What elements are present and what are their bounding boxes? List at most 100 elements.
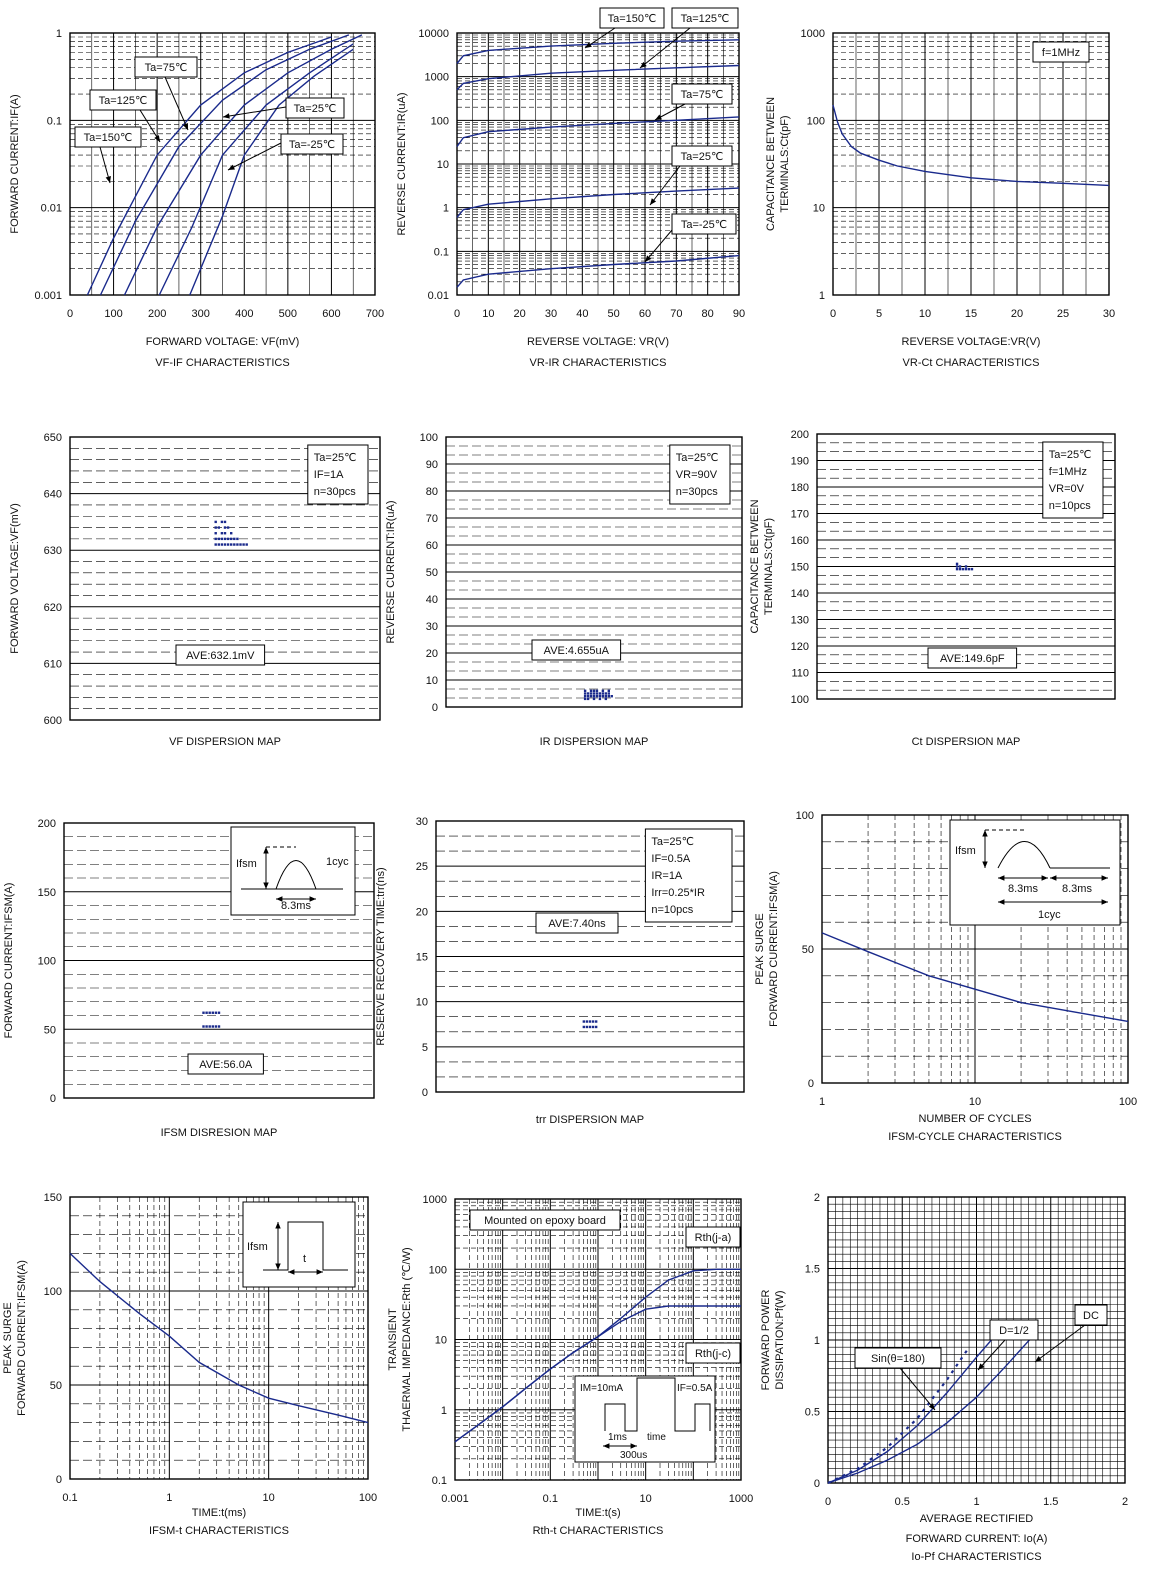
y-tick-label: 150 xyxy=(44,1192,62,1204)
x-tick-label: 100 xyxy=(104,308,122,320)
data-point xyxy=(604,695,608,698)
chart-vr-ir: 0.01 0.1 1 10 100 1000 10000 0 10 20 30 40 50 60 70 80 9… xyxy=(396,7,745,369)
data-point xyxy=(223,532,227,535)
chart-ifsm-disp: 0 50 100 150 200 FORWARD CURRENT:IFSM(A) IFSM … xyxy=(3,818,375,1139)
data-point xyxy=(964,565,968,568)
y-tick-label: 100 xyxy=(431,115,449,127)
y-axis-label: FORWARD CURRENT:IFSM(A) xyxy=(16,1260,28,1416)
data-point xyxy=(223,537,227,541)
x-tick-label: 200 xyxy=(148,308,166,320)
legend-line: Ta=25℃ xyxy=(314,452,357,464)
data-point xyxy=(958,567,962,571)
x-tick-label: 60 xyxy=(639,308,651,320)
x-tick-label: 30 xyxy=(1103,308,1115,320)
legend-line: Ta=25℃ xyxy=(676,452,719,464)
y-tick-label: 20 xyxy=(416,906,428,918)
x-tick-label: 600 xyxy=(322,308,340,320)
x-tick-label: 700 xyxy=(366,308,384,320)
y-tick-label: 1000 xyxy=(801,28,825,40)
x-tick-label: 80 xyxy=(702,308,714,320)
data-point xyxy=(588,1020,592,1023)
y-axis-label: FORWARD VOLTAGE:VF(mV) xyxy=(9,503,21,654)
data-point xyxy=(604,692,608,695)
y-axis-label: PEAK SURGE xyxy=(754,913,766,985)
legend-box xyxy=(1042,441,1104,519)
x-axis-label: REVERSE VOLTAGE: VR(V) xyxy=(527,336,669,348)
annot: Ta=125℃ xyxy=(99,95,148,107)
y-tick-label: 160 xyxy=(791,535,809,547)
y-tick-label: 190 xyxy=(791,456,809,468)
data-point xyxy=(589,695,593,698)
chart-title: VF-IF CHARACTERISTICS xyxy=(155,357,289,369)
annot: Rth(j-a) xyxy=(695,1232,732,1244)
chart-title: IFSM-CYCLE CHARACTERISTICS xyxy=(888,1131,1062,1143)
annot: Ta=150℃ xyxy=(84,132,133,144)
legend-line: f=1MHz xyxy=(1049,466,1087,478)
data-point xyxy=(594,1020,598,1023)
chart-ir-disp: 0 10 20 30 40 50 60 70 80 90 100 REVERSE CURRENT:IR… xyxy=(385,432,743,748)
x-tick-label: 50 xyxy=(608,308,620,320)
y-tick-label: 1000 xyxy=(425,72,449,84)
legend-line: n=30pcs xyxy=(676,486,718,498)
series-line xyxy=(827,1332,1037,1484)
x-tick-label: 100 xyxy=(1119,1096,1137,1108)
y-tick-label: 100 xyxy=(807,115,825,127)
annot-box xyxy=(469,1209,621,1231)
x-tick-label: 1 xyxy=(166,1492,172,1504)
annot: DC xyxy=(1083,1310,1099,1322)
legend-line: IF=0.5A xyxy=(651,853,690,865)
data-point xyxy=(595,692,599,695)
waveform-label: 8.3ms xyxy=(1008,883,1038,895)
annot: Ta=-25℃ xyxy=(681,219,727,231)
ave-label-box xyxy=(927,647,1018,669)
y-axis-label: TERMINALS:Ct(pF) xyxy=(763,518,775,615)
annot: f=1MHz xyxy=(1042,47,1080,59)
data-point xyxy=(226,543,230,546)
y-tick-label: 10 xyxy=(435,1335,447,1347)
data-point xyxy=(601,692,605,695)
data-point xyxy=(955,565,959,568)
data-point xyxy=(233,537,236,541)
data-point xyxy=(239,543,242,546)
annot: Ta=150℃ xyxy=(608,13,657,25)
x-tick-label: 100 xyxy=(359,1492,377,1504)
waveform-label: 1cyc xyxy=(1038,909,1061,921)
legend-line: Ta=25℃ xyxy=(1049,449,1092,461)
series-line xyxy=(69,1252,369,1424)
chart-title: VR-IR CHARACTERISTICS xyxy=(530,357,667,369)
y-axis-label: DISSIPATION:Pf(W) xyxy=(774,1290,786,1389)
ave-label: AVE:632.1mV xyxy=(186,650,255,662)
data-point xyxy=(598,692,602,695)
data-point xyxy=(214,1011,218,1014)
legend-box xyxy=(644,828,733,923)
y-tick-label: 110 xyxy=(791,668,809,680)
waveform-label: t xyxy=(303,1253,306,1265)
data-point xyxy=(205,1011,208,1014)
y-tick-label: 25 xyxy=(416,861,428,873)
series-line xyxy=(827,1339,992,1484)
y-tick-label: 0.01 xyxy=(428,290,449,302)
waveform-label: 8.3ms xyxy=(281,900,311,912)
data-point xyxy=(592,697,596,701)
y-tick-label: 60 xyxy=(426,540,438,552)
waveform-label: Ifsm xyxy=(955,845,976,857)
ave-label-box xyxy=(535,912,619,934)
legend-line: VR=0V xyxy=(1049,483,1085,495)
x-tick-label: 2 xyxy=(1122,1496,1128,1508)
pulse-label: time xyxy=(647,1432,666,1443)
y-tick-label: 0 xyxy=(808,1078,814,1090)
chart-title: IFSM DISRESION MAP xyxy=(161,1127,278,1139)
data-point xyxy=(582,1025,586,1029)
annot-box xyxy=(989,1319,1039,1341)
y-tick-label: 1.5 xyxy=(805,1264,820,1276)
data-point xyxy=(202,1011,205,1014)
data-point xyxy=(205,1025,208,1028)
y-axis-label: THAERMAL IMPEDANCE:Rth (℃/W) xyxy=(401,1247,413,1431)
data-point xyxy=(202,1025,205,1028)
chart-io-pf: 0 0.5 1 1.5 2 0 0.5 1 1.5 2 FORWARD POWER DISSIPATI… xyxy=(760,1192,1128,1563)
data-point xyxy=(236,543,239,546)
waveform-label: Ifsm xyxy=(247,1241,268,1253)
y-tick-label: 100 xyxy=(791,694,809,706)
y-tick-label: 1 xyxy=(814,1335,820,1347)
y-tick-label: 650 xyxy=(44,432,62,444)
